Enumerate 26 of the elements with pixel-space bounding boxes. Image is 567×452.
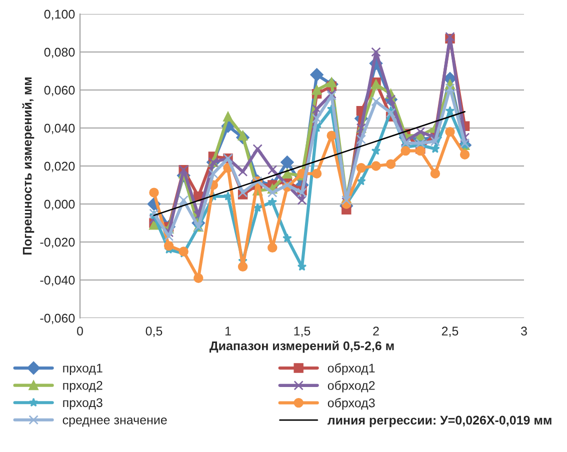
y-tick-label: 0,020	[44, 162, 75, 172]
y-tick-label: 0,060	[44, 86, 75, 96]
legend-label: прход3	[63, 398, 102, 410]
x-axis-title: Диапазон измерений 0,5-2,6 м	[210, 340, 394, 353]
y-tick-label: 0,040	[44, 124, 75, 134]
x-tick-label: 3	[521, 326, 527, 336]
x-tick-label: 0	[77, 326, 83, 336]
y-tick-label: -0,060	[40, 314, 75, 324]
x-tick-label: 1,5	[294, 326, 310, 337]
legend-label: прход1	[63, 364, 102, 376]
y-tick-label: 0,000	[44, 200, 75, 210]
y-tick-label: 0,100	[44, 10, 75, 20]
legend-label: прход2	[63, 380, 102, 392]
y-tick-label: 0,080	[44, 48, 75, 58]
legend-label: среднее значение	[62, 418, 167, 427]
x-tick-label: 2	[373, 326, 379, 336]
x-tick-label: 0,5	[146, 326, 162, 337]
legend-label: обрход2	[328, 380, 375, 392]
y-axis-title: Погрешность измерений, мм	[22, 77, 34, 255]
legend-label: обрход1	[328, 363, 375, 376]
legend-label: обрход3	[328, 398, 375, 410]
y-tick-label: -0,040	[40, 276, 75, 286]
x-tick-label: 1	[225, 326, 231, 336]
y-tick-label: -0,020	[40, 238, 75, 248]
x-tick-label: 2,5	[442, 326, 458, 337]
legend-label: линия регрессии: У=0,026Х-0,019 мм	[327, 416, 552, 428]
